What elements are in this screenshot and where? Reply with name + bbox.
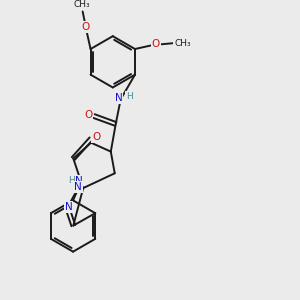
- Text: O: O: [92, 132, 100, 142]
- Text: O: O: [84, 110, 92, 120]
- Text: CH₃: CH₃: [174, 39, 190, 48]
- Text: O: O: [82, 22, 90, 32]
- Text: N: N: [64, 202, 72, 212]
- Text: H: H: [68, 176, 74, 185]
- Text: N: N: [75, 176, 83, 186]
- Text: N: N: [115, 93, 123, 103]
- Text: H: H: [126, 92, 133, 101]
- Text: N: N: [74, 182, 82, 192]
- Text: CH₃: CH₃: [74, 0, 90, 9]
- Text: O: O: [152, 39, 160, 49]
